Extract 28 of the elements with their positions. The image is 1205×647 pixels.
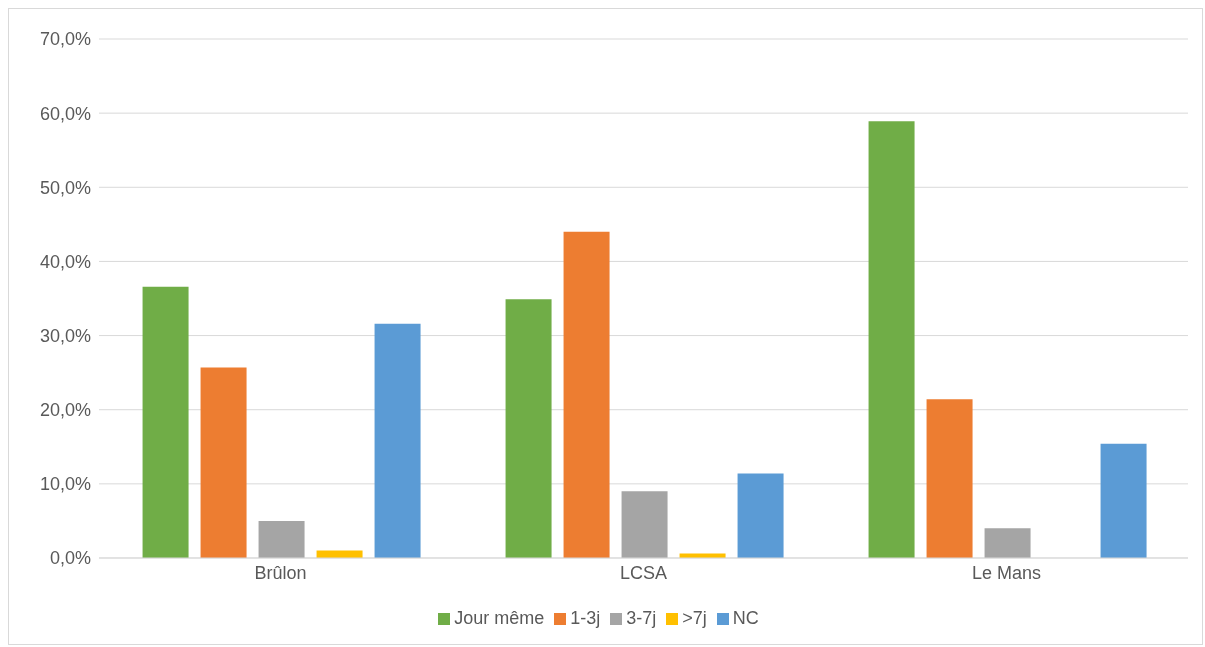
bar [868, 121, 915, 558]
legend-label: Jour même [454, 608, 545, 628]
bar [374, 323, 421, 558]
y-tick-label: 30,0% [39, 325, 91, 346]
bar [142, 286, 189, 558]
x-tick-label: Brûlon [254, 562, 307, 583]
bar [200, 367, 247, 558]
bar [621, 491, 668, 558]
bar [505, 299, 552, 558]
y-tick-label: 0,0% [49, 548, 91, 569]
bar [1100, 443, 1147, 558]
y-tick-label: 20,0% [39, 400, 91, 421]
y-tick-label: 70,0% [39, 29, 91, 50]
bar [926, 399, 973, 558]
legend-label: NC [732, 608, 759, 628]
bar [737, 473, 784, 558]
y-tick-label: 40,0% [39, 251, 91, 272]
x-tick-label: Le Mans [971, 562, 1042, 583]
bar [258, 520, 305, 558]
y-tick-label: 50,0% [39, 177, 91, 198]
y-tick-label: 60,0% [39, 103, 91, 124]
x-tick-label: LCSA [619, 562, 668, 583]
legend-label: >7j [682, 608, 707, 628]
y-tick-label: 10,0% [39, 474, 91, 495]
bar [563, 231, 610, 558]
legend-label: 3-7j [626, 608, 657, 628]
legend-label: 1-3j [570, 608, 601, 628]
bar [984, 528, 1031, 558]
